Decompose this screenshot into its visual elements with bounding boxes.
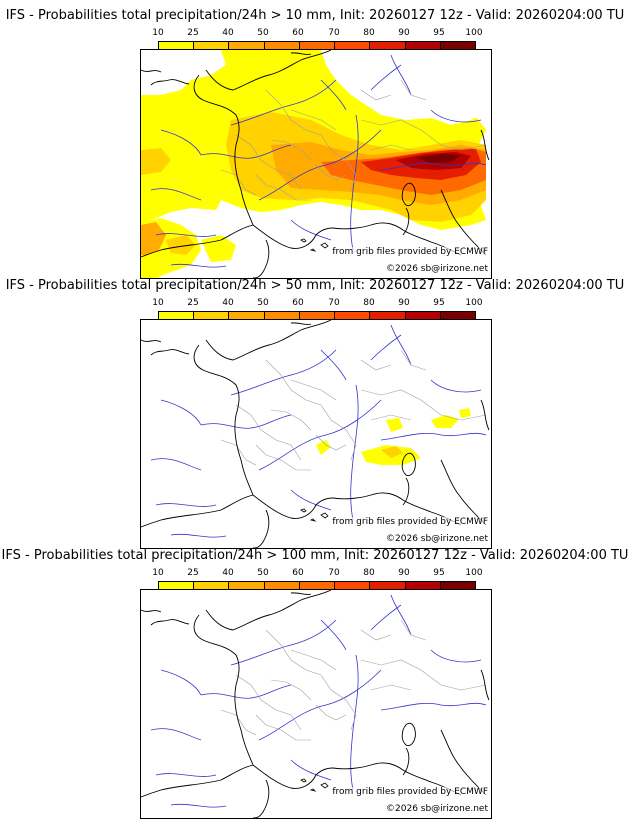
colorbar-swatch <box>405 312 441 321</box>
copyright-text: ©2026 sb@irizone.net <box>386 264 488 275</box>
tick-label: 50 <box>257 568 269 578</box>
colorbar-swatch <box>229 312 265 321</box>
tick-label: 50 <box>257 28 269 38</box>
map-canvas <box>141 320 490 548</box>
colorbar-swatch <box>264 582 300 591</box>
prob-field-25 <box>381 446 403 458</box>
map-frame: from grib files provided by ECMWF ©2026 … <box>140 49 492 279</box>
map-frame: from grib files provided by ECMWF ©2026 … <box>140 589 492 819</box>
map-frame: from grib files provided by ECMWF ©2026 … <box>140 319 492 549</box>
prob-field-10 <box>316 440 331 455</box>
colorbar-swatch <box>440 42 475 51</box>
tick-label: 10 <box>152 568 164 578</box>
colorbar-swatch <box>159 42 195 51</box>
prob-field-95 <box>416 154 461 163</box>
tick-label: 40 <box>222 28 234 38</box>
tick-label: 100 <box>465 298 483 308</box>
colorbar-swatch <box>370 582 406 591</box>
colorbar: 10 25 40 50 60 70 80 90 95 100 <box>152 298 483 327</box>
tick-label: 100 <box>465 568 483 578</box>
copyright-text: ©2026 sb@irizone.net <box>386 534 488 545</box>
colorbar-swatch <box>299 42 336 51</box>
tick-label: 80 <box>363 568 375 578</box>
tick-label: 60 <box>292 28 304 38</box>
colorbar-swatch <box>335 582 371 591</box>
colorbar-swatch <box>264 42 300 51</box>
colorbar-ticks: 10 25 40 50 60 70 80 90 95 100 <box>152 568 482 578</box>
tick-label: 25 <box>187 28 199 38</box>
tick-label: 70 <box>328 28 340 38</box>
tick-label: 100 <box>465 28 483 38</box>
colorbar-swatch <box>440 582 475 591</box>
tick-label: 90 <box>398 298 410 308</box>
tick-label: 25 <box>187 298 199 308</box>
tick-label: 90 <box>398 568 410 578</box>
panel-title: IFS - Probabilities total precipitation/… <box>5 278 625 293</box>
tick-label: 40 <box>222 568 234 578</box>
credit-text: from grib files provided by ECMWF <box>332 247 488 258</box>
colorbar-swatch <box>194 42 230 51</box>
tick-label: 60 <box>292 568 304 578</box>
tick-label: 95 <box>433 298 445 308</box>
panel-title: IFS - Probabilities total precipitation/… <box>5 8 625 23</box>
panel-10mm: IFS - Probabilities total precipitation/… <box>0 8 630 279</box>
tick-label: 40 <box>222 298 234 308</box>
colorbar-swatch <box>159 312 195 321</box>
colorbar-swatch <box>264 312 300 321</box>
panel-50mm: IFS - Probabilities total precipitation/… <box>0 278 630 549</box>
tick-label: 70 <box>328 298 340 308</box>
credit-text: from grib files provided by ECMWF <box>332 517 488 528</box>
colorbar-swatch <box>335 42 371 51</box>
tick-label: 60 <box>292 298 304 308</box>
tick-label: 10 <box>152 298 164 308</box>
tick-label: 95 <box>433 28 445 38</box>
colorbar-swatch <box>370 312 406 321</box>
panel-100mm: IFS - Probabilities total precipitation/… <box>0 548 630 819</box>
tick-label: 90 <box>398 28 410 38</box>
colorbar-swatch <box>405 582 441 591</box>
colorbar-swatch <box>229 582 265 591</box>
colorbar-ticks: 10 25 40 50 60 70 80 90 95 100 <box>152 298 482 308</box>
colorbar-swatch <box>194 582 230 591</box>
tick-label: 95 <box>433 568 445 578</box>
panel-title: IFS - Probabilities total precipitation/… <box>1 548 629 563</box>
map-canvas <box>141 50 491 278</box>
colorbar-swatch <box>440 312 475 321</box>
colorbar-swatch <box>299 312 336 321</box>
colorbar-swatch <box>194 312 230 321</box>
colorbar-swatch <box>335 312 371 321</box>
colorbar-swatch <box>159 582 195 591</box>
tick-label: 25 <box>187 568 199 578</box>
tick-label: 80 <box>363 28 375 38</box>
tick-label: 70 <box>328 568 340 578</box>
colorbar-swatch <box>299 582 336 591</box>
map-canvas <box>141 590 490 818</box>
tick-label: 80 <box>363 298 375 308</box>
colorbar-swatch <box>229 42 265 51</box>
colorbar-ticks: 10 25 40 50 60 70 80 90 95 100 <box>152 28 482 38</box>
tick-label: 10 <box>152 28 164 38</box>
colorbar-swatch <box>405 42 441 51</box>
credit-text: from grib files provided by ECMWF <box>332 787 488 798</box>
copyright-text: ©2026 sb@irizone.net <box>386 804 488 815</box>
colorbar-swatch <box>370 42 406 51</box>
tick-label: 50 <box>257 298 269 308</box>
